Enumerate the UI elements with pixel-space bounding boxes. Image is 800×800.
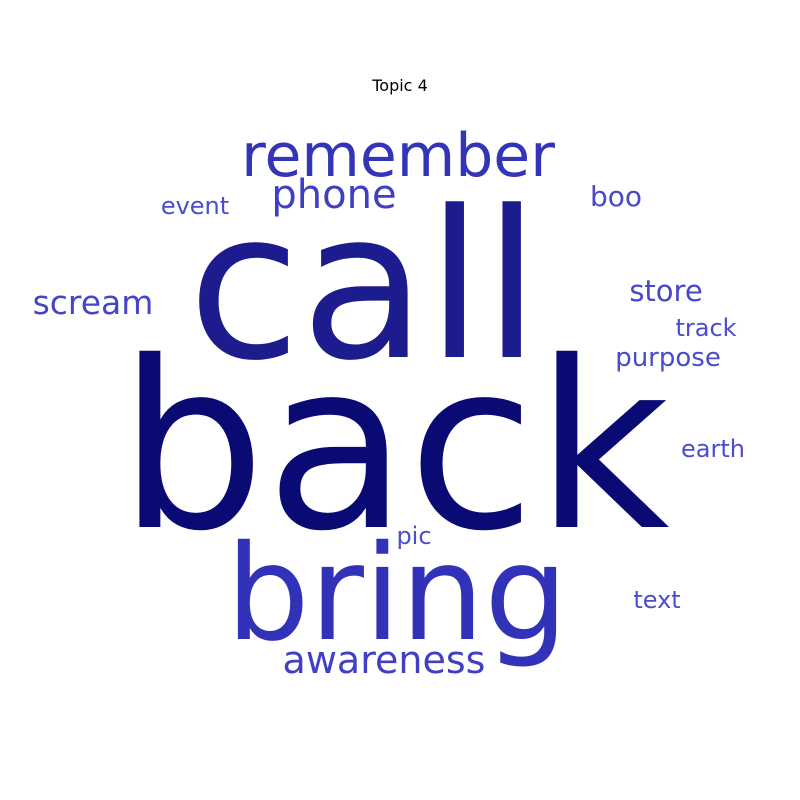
- word-bring: bring: [226, 517, 568, 671]
- word-call: call: [188, 168, 540, 406]
- word-pic: pic: [396, 522, 431, 550]
- word-back: back: [118, 312, 669, 582]
- word-store: store: [629, 274, 702, 308]
- word-phone: phone: [271, 172, 396, 218]
- word-purpose: purpose: [615, 343, 721, 373]
- chart-title: Topic 4: [372, 76, 428, 95]
- word-earth: earth: [681, 435, 745, 463]
- word-event: event: [161, 192, 229, 220]
- word-track: track: [675, 314, 736, 342]
- word-scream: scream: [33, 283, 154, 322]
- word-boo: boo: [590, 180, 642, 213]
- word-text: text: [633, 586, 680, 614]
- word-remember: remember: [241, 121, 555, 191]
- word-awareness: awareness: [283, 638, 486, 682]
